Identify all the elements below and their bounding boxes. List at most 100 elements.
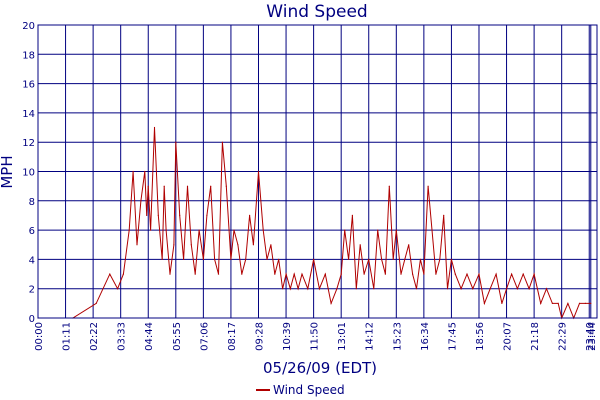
data-point bbox=[165, 229, 167, 231]
data-point bbox=[351, 214, 353, 216]
data-point bbox=[506, 288, 508, 290]
data-point bbox=[301, 273, 303, 275]
data-point bbox=[307, 288, 309, 290]
data-point bbox=[483, 302, 485, 304]
data-point bbox=[495, 273, 497, 275]
data-point bbox=[355, 288, 357, 290]
data-point bbox=[233, 229, 235, 231]
data-point bbox=[210, 185, 212, 187]
x-tick-label: 13:01 bbox=[337, 322, 348, 351]
data-point bbox=[190, 244, 192, 246]
data-point bbox=[186, 185, 189, 187]
data-point bbox=[489, 288, 491, 290]
x-tick-label: 15:23 bbox=[392, 322, 403, 351]
x-tick-label: 04:44 bbox=[144, 322, 155, 351]
y-tick-label: 2 bbox=[29, 285, 35, 296]
data-point bbox=[157, 214, 159, 216]
data-point bbox=[454, 273, 456, 275]
data-point bbox=[270, 244, 272, 246]
x-tick-label: 10:39 bbox=[282, 322, 293, 351]
data-point bbox=[388, 185, 390, 187]
data-point bbox=[252, 244, 254, 246]
x-tick-label: 23:40 bbox=[585, 322, 596, 351]
x-tick-label: 16:34 bbox=[420, 322, 431, 351]
y-tick-label: 18 bbox=[22, 50, 35, 61]
data-point bbox=[313, 258, 315, 260]
data-point bbox=[249, 214, 251, 216]
data-point bbox=[511, 273, 513, 275]
x-tick-label: 02:22 bbox=[89, 322, 100, 351]
data-point bbox=[173, 244, 175, 246]
plot-border bbox=[37, 24, 598, 319]
data-point bbox=[435, 273, 437, 275]
x-tick-label: 22:29 bbox=[558, 322, 569, 351]
data-point bbox=[117, 288, 119, 290]
data-point bbox=[324, 273, 326, 275]
data-point bbox=[545, 288, 548, 290]
chart-title: Wind Speed bbox=[266, 2, 367, 22]
y-tick-label: 8 bbox=[29, 197, 35, 208]
data-point bbox=[230, 258, 232, 260]
data-point bbox=[95, 302, 97, 304]
y-tick-label: 10 bbox=[22, 168, 35, 179]
data-point bbox=[412, 273, 414, 275]
series-line-wind-speed bbox=[38, 127, 591, 320]
data-point bbox=[443, 214, 445, 216]
data-point bbox=[241, 273, 243, 275]
data-point bbox=[175, 141, 177, 143]
data-point bbox=[551, 302, 554, 304]
data-point bbox=[282, 288, 284, 290]
data-point bbox=[147, 185, 149, 187]
data-point bbox=[214, 258, 216, 260]
data-point bbox=[395, 229, 397, 231]
data-point bbox=[472, 288, 474, 290]
x-tick-label: 20:07 bbox=[503, 322, 514, 351]
x-tick-label: 17:45 bbox=[447, 322, 458, 351]
data-point bbox=[368, 258, 370, 260]
data-point bbox=[584, 302, 587, 304]
data-point bbox=[533, 273, 535, 275]
data-point bbox=[153, 126, 156, 129]
data-point bbox=[161, 258, 163, 260]
y-tick-label: 0 bbox=[29, 314, 35, 325]
data-point bbox=[381, 258, 383, 260]
x-tick-label: 18:56 bbox=[475, 322, 486, 351]
x-ticks: 00:00 01:11 02:22 03:33 04:44 05:55 07:06 08:17… bbox=[34, 322, 598, 351]
y-tick-label: 12 bbox=[22, 138, 35, 149]
x-tick-label: 11:50 bbox=[310, 322, 321, 351]
y-tick-label: 6 bbox=[29, 226, 35, 237]
x-tick-label: 03:33 bbox=[117, 322, 128, 351]
data-point bbox=[128, 229, 130, 231]
data-point bbox=[293, 273, 295, 275]
data-point bbox=[344, 229, 346, 231]
data-point bbox=[423, 273, 425, 275]
data-point bbox=[217, 273, 220, 275]
data-point bbox=[557, 302, 559, 304]
grid bbox=[37, 24, 597, 319]
x-tick-label: 07:06 bbox=[199, 322, 210, 351]
x-tick-label: 08:17 bbox=[227, 322, 238, 351]
data-point bbox=[297, 288, 299, 290]
data-point bbox=[257, 170, 260, 173]
data-point bbox=[478, 273, 480, 275]
data-point bbox=[198, 229, 200, 231]
data-point bbox=[179, 214, 181, 216]
data-point bbox=[318, 288, 320, 290]
data-point bbox=[183, 258, 185, 260]
data-point bbox=[400, 273, 402, 275]
data-point bbox=[415, 288, 418, 290]
data-point bbox=[146, 214, 148, 216]
data-point bbox=[348, 258, 350, 260]
data-point bbox=[237, 244, 239, 246]
data-point bbox=[384, 273, 386, 275]
data-point bbox=[590, 302, 592, 304]
series-layer bbox=[37, 126, 592, 320]
data-point bbox=[336, 288, 338, 290]
data-point bbox=[109, 273, 111, 275]
data-point bbox=[540, 302, 542, 304]
data-point bbox=[122, 273, 124, 275]
data-point bbox=[501, 302, 503, 304]
data-point bbox=[144, 170, 146, 173]
data-point bbox=[404, 258, 406, 260]
